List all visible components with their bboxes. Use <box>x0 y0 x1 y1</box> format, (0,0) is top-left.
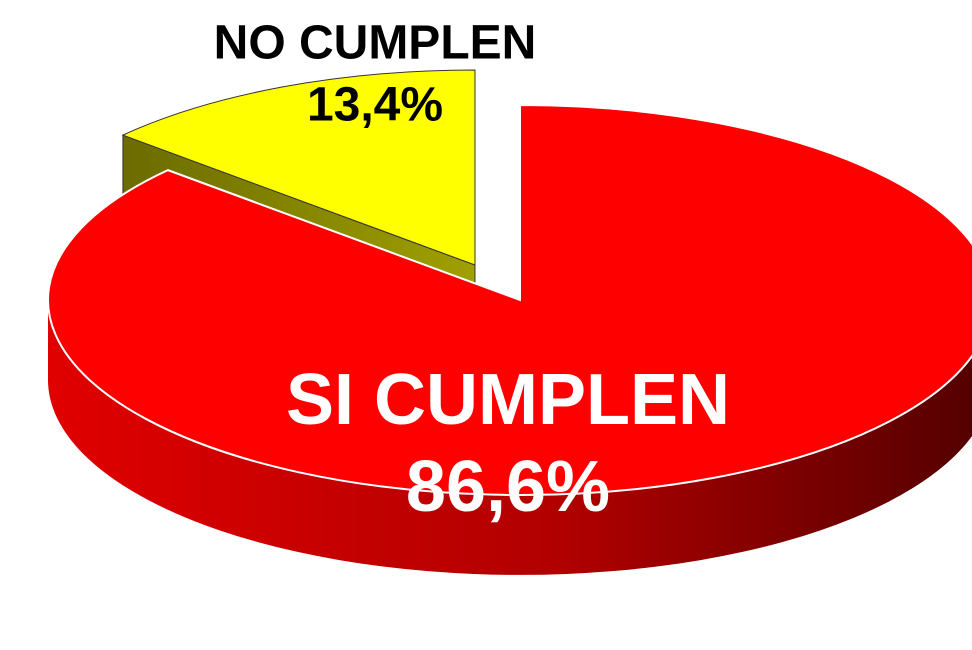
value-label: 86,6% <box>406 447 610 527</box>
value-label: 13,4% <box>307 79 443 132</box>
slice-side <box>48 300 972 575</box>
slice-label: SI CUMPLEN <box>286 360 730 440</box>
slice-label: NO CUMPLEN <box>214 17 537 70</box>
slice <box>121 69 476 266</box>
slice <box>47 103 972 496</box>
